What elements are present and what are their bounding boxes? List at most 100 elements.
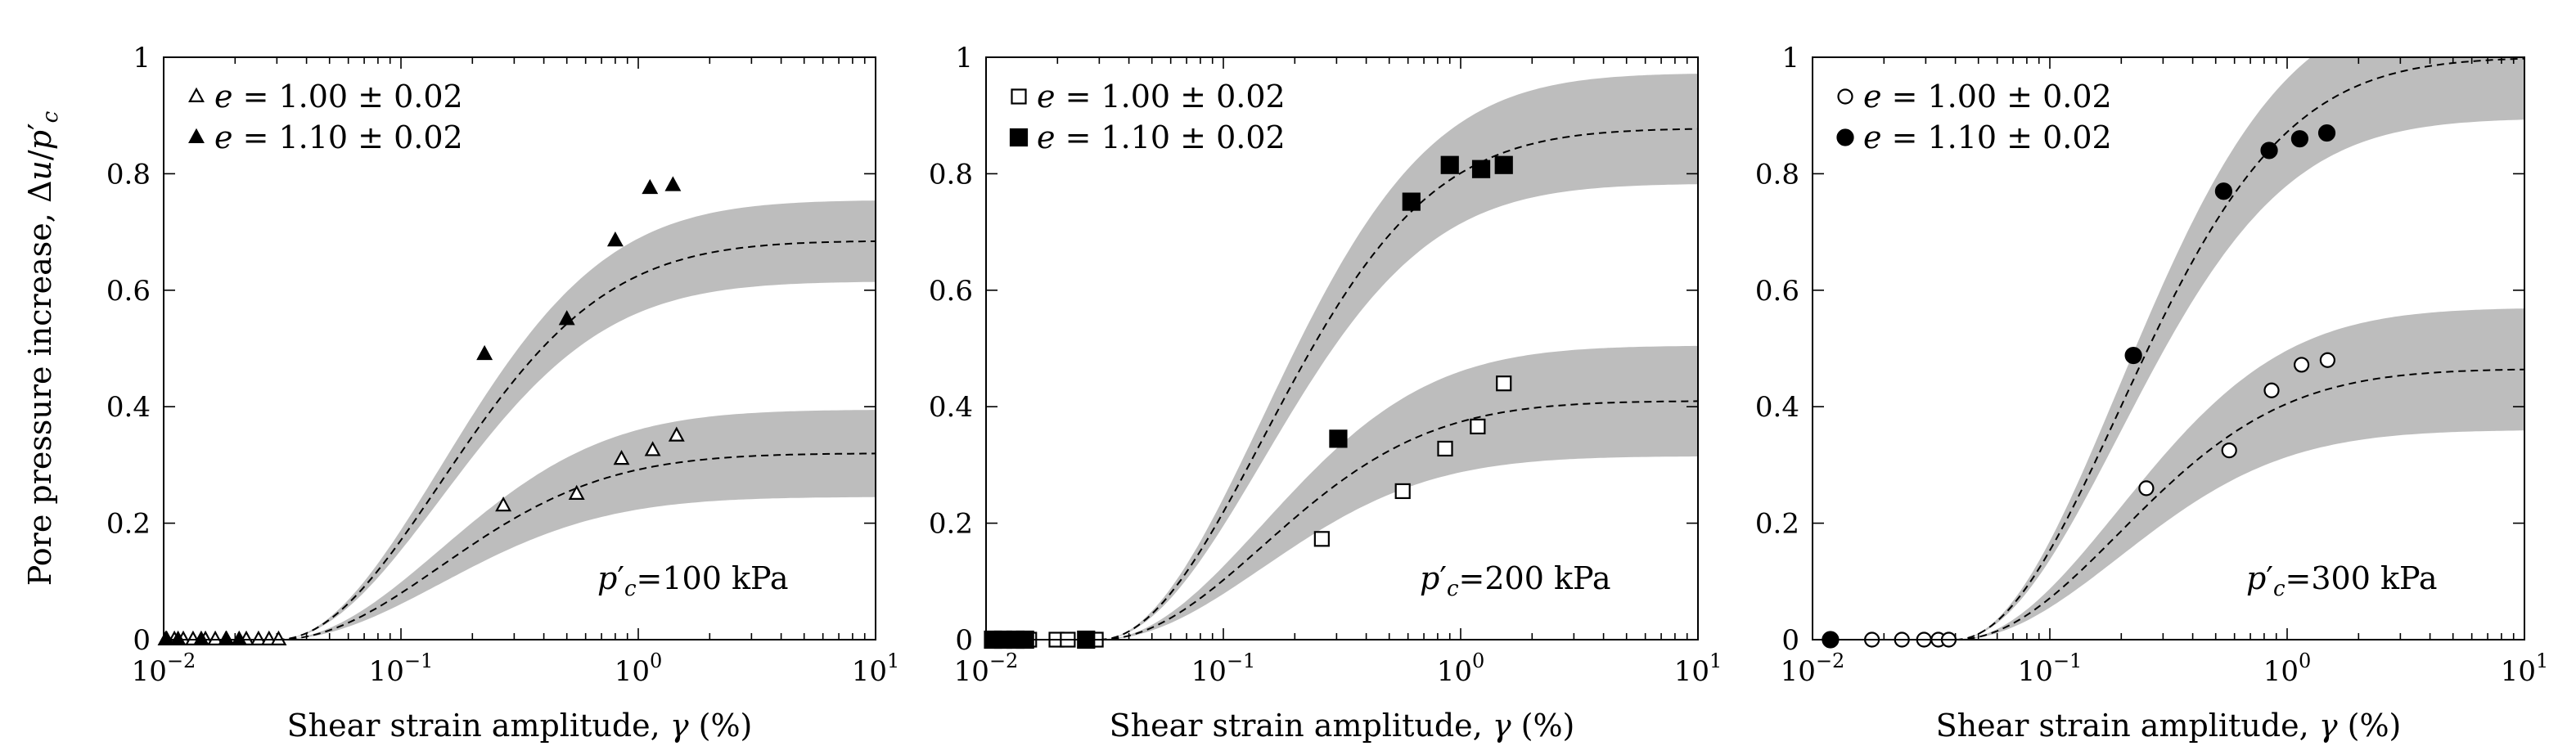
square-marker	[1011, 88, 1027, 105]
y-tick-label: 0	[1781, 624, 1799, 657]
square-marker	[1402, 192, 1421, 211]
legend-label: e = 1.00 ± 0.02	[1037, 79, 1286, 115]
triangle-marker	[270, 630, 287, 645]
circle-marker	[2290, 130, 2308, 148]
x-tick-label: 101	[1674, 649, 1723, 688]
square-marker	[1437, 440, 1453, 457]
confidence-band	[1955, 57, 2524, 640]
fit-curve	[277, 452, 876, 640]
legend: e = 1.00 ± 0.02 e = 1.10 ± 0.02	[1009, 79, 1286, 155]
triangle-marker	[188, 87, 205, 102]
legend-label: e = 1.00 ± 0.02	[1863, 79, 2112, 115]
y-tick-label: 0.6	[1755, 275, 1799, 308]
y-tick-label: 0.2	[929, 508, 973, 541]
y-tick-label: 0.4	[106, 391, 151, 424]
y-tick-label: 0.4	[929, 391, 973, 424]
x-axis-title: Shear strain amplitude, γ (%)	[1110, 708, 1575, 744]
legend-label: e = 1.10 ± 0.02	[1037, 119, 1286, 155]
x-tick-labels: 10−2 10−1 100 101	[1781, 649, 2549, 688]
legend-marker	[1836, 128, 1854, 146]
y-tick-label: 1	[133, 42, 151, 74]
triangle-marker	[218, 630, 235, 645]
panel-100kpa: 10−2 10−1 100 101 0 0.2 0.4 0.6 0.8 1 Sh…	[22, 42, 899, 744]
triangle-marker	[188, 128, 205, 143]
legend-marker	[188, 128, 205, 143]
circle-marker	[2260, 142, 2278, 160]
circle-marker	[2138, 480, 2155, 497]
triangle-marker	[169, 630, 187, 645]
legend: e = 1.00 ± 0.02 e = 1.10 ± 0.02	[1836, 79, 2112, 155]
x-tick-label: 100	[1437, 649, 1485, 688]
triangle-marker	[668, 426, 685, 442]
square-marker	[1470, 418, 1486, 435]
square-marker	[1009, 128, 1029, 147]
legend: e = 1.00 ± 0.02 e = 1.10 ± 0.02	[188, 79, 463, 155]
panel-300kpa: 10−2 10−1 100 101 0 0.2 0.4 0.6 0.8 1 Sh…	[1755, 42, 2549, 744]
x-tick-label: 10−1	[1191, 649, 1256, 688]
confidence-band	[1955, 308, 2524, 640]
x-tick-label: 10−2	[1781, 649, 1845, 688]
pressure-label: p′c=100 kPa	[597, 560, 789, 601]
legend-label: e = 1.00 ± 0.02	[214, 79, 463, 115]
y-tick-label: 0.6	[929, 275, 973, 308]
fit-curve	[1099, 400, 1698, 640]
triangle-marker	[192, 630, 209, 645]
square-marker	[1471, 160, 1491, 178]
triangle-marker	[495, 496, 512, 512]
circle-marker	[1837, 88, 1853, 105]
x-tick-label: 10−1	[2018, 649, 2083, 688]
triangle-marker	[558, 310, 575, 326]
square-marker	[1440, 155, 1459, 174]
y-tick-label: 1	[955, 42, 973, 74]
curves-layer	[277, 240, 876, 640]
triangle-marker	[606, 231, 624, 247]
legend-label: e = 1.10 ± 0.02	[214, 119, 463, 155]
triangle-marker	[664, 176, 682, 191]
x-axis-title: Shear strain amplitude, γ (%)	[1936, 708, 2402, 744]
square-marker	[1329, 429, 1348, 448]
points-layer	[157, 176, 685, 645]
legend-marker	[188, 87, 205, 102]
y-tick-labels: 0 0.2 0.4 0.6 0.8 1	[1755, 42, 1799, 657]
circle-marker	[2294, 357, 2310, 373]
legend-marker	[1837, 88, 1853, 105]
y-tick-labels: 0 0.2 0.4 0.6 0.8 1	[106, 42, 151, 657]
square-marker	[1394, 483, 1411, 500]
circle-marker	[2214, 182, 2232, 200]
circle-marker	[2319, 352, 2335, 368]
x-tick-label: 101	[2501, 649, 2549, 688]
bands-layer	[1955, 57, 2524, 640]
confidence-band	[277, 200, 876, 640]
x-tick-label: 100	[615, 649, 663, 688]
circle-marker	[1836, 128, 1854, 146]
square-marker	[1494, 155, 1513, 174]
confidence-band	[277, 410, 876, 640]
circle-marker	[2221, 443, 2237, 459]
triangle-marker	[568, 484, 585, 500]
curves-layer	[1099, 128, 1698, 640]
circle-marker	[2124, 346, 2142, 365]
y-tick-label: 0.4	[1755, 391, 1799, 424]
y-tick-label: 0.8	[929, 158, 973, 191]
circle-marker	[2263, 382, 2280, 398]
pressure-label: p′c=200 kPa	[1420, 560, 1611, 601]
circle-marker	[2317, 124, 2336, 142]
plot-frame	[1812, 56, 2525, 640]
fit-curve	[277, 240, 876, 640]
triangle-marker	[250, 630, 267, 645]
triangle-marker	[476, 344, 493, 361]
square-marker	[1496, 375, 1512, 392]
triangle-marker	[207, 630, 224, 645]
y-tick-label: 0	[955, 624, 973, 657]
y-tick-label: 0.2	[106, 508, 151, 541]
legend-marker	[1011, 88, 1027, 105]
x-tick-label: 10−2	[132, 649, 196, 688]
y-tick-labels: 0 0.2 0.4 0.6 0.8 1	[929, 42, 973, 657]
y-tick-label: 0.8	[1755, 158, 1799, 191]
x-axis-title: Shear strain amplitude, γ (%)	[287, 708, 753, 744]
x-tick-label: 10−1	[369, 649, 434, 688]
plot-frame	[985, 56, 1699, 640]
triangle-marker	[260, 630, 277, 645]
y-tick-label: 0.8	[106, 158, 151, 191]
y-tick-label: 0.2	[1755, 508, 1799, 541]
